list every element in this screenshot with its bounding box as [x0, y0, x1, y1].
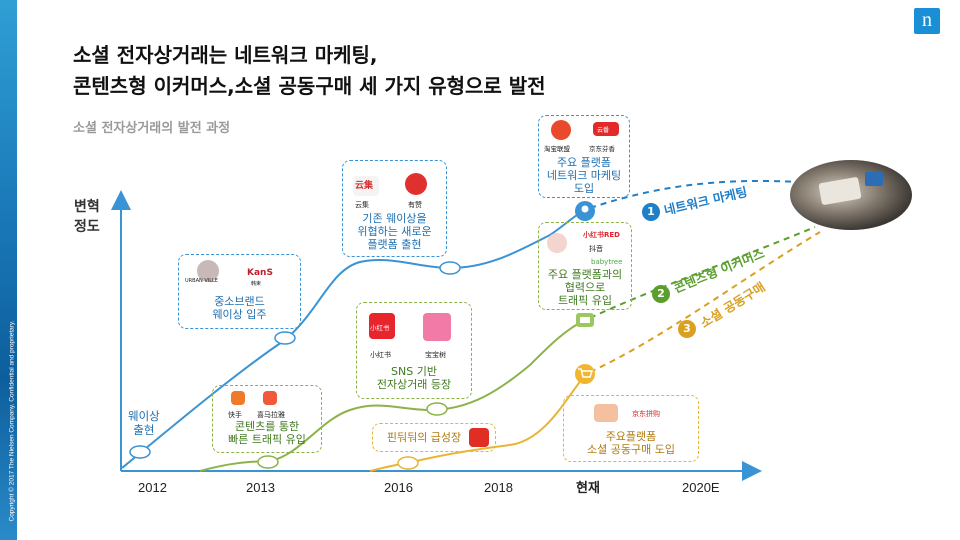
urbanville-logo-icon — [197, 260, 219, 282]
node-2016-green — [426, 402, 448, 416]
node-2016-blue — [439, 261, 461, 275]
box-content-traffic: 快手 喜马拉雅 콘텐츠를 통한 빠른 트래픽 유입 — [212, 385, 322, 453]
network-marketing-projection — [589, 179, 801, 209]
node-2013-green — [257, 455, 279, 469]
pinduoduo-logo-icon — [469, 428, 489, 447]
trend-1-badge: 1 — [642, 203, 660, 221]
left-accent-bar: Copyright © 2017 The Nielsen Company. Co… — [0, 0, 17, 540]
title-line-1: 소셜 전자상거래는 네트워크 마케팅, — [73, 43, 378, 67]
x-tick-2012: 2012 — [138, 480, 167, 495]
box-pinduoduo: 핀둬둬의 급성장 — [372, 423, 496, 452]
trend-2-badge: 2 — [652, 285, 670, 303]
babytree-logo-icon — [423, 313, 451, 341]
platform-logo-icon — [547, 233, 567, 253]
xiaohongshu-logo-icon — [369, 313, 395, 339]
yunji-logo-icon — [353, 176, 379, 196]
group-buy-projection — [589, 231, 821, 373]
x-tick-now: 현재 — [576, 481, 600, 496]
pinduoduo-small-logo-icon — [594, 404, 618, 422]
box-sns-commerce: 小红书 小红书 宝宝树 SNS 기반 전자상거래 등장 — [356, 302, 472, 399]
box-groupbuy-platform: 京东拼购 주요플랫폼 소셜 공동구매 도입 — [563, 395, 699, 462]
jd-fenxiang-logo-icon — [593, 122, 619, 136]
content-commerce-projection — [589, 226, 816, 319]
box-weishang-platform: 云集 云集 有赞 기존 웨이상을 위협하는 새로운 플랫폼 출현 — [342, 160, 447, 257]
node-2012 — [129, 445, 151, 459]
business-meeting-photo — [790, 160, 912, 230]
trend-3-badge: 3 — [678, 320, 696, 338]
box-content-platform: 小红书RED 抖音 babytree 주요 플랫폼과의 협력으로 트래픽 유입 — [538, 222, 632, 310]
cart-icon — [575, 364, 595, 384]
x-tick-2018: 2018 — [484, 480, 513, 495]
x-tick-2020e: 2020E — [682, 480, 720, 495]
nielsen-logo: n — [914, 8, 940, 34]
slide-title: 소셜 전자상거래는 네트워크 마케팅, 콘텐츠형 이커머스,소셜 공동구매 세 … — [73, 40, 546, 102]
node-2013-blue — [274, 331, 296, 345]
youzan-logo-icon — [405, 173, 427, 195]
node-2016-yellow — [397, 456, 419, 470]
start-label: 웨이상 출현 — [128, 409, 160, 437]
x-tick-2016: 2016 — [384, 480, 413, 495]
y-axis-label: 변혁 정도 — [74, 199, 100, 235]
x-tick-2013: 2013 — [246, 480, 275, 495]
slide-subtitle: 소셜 전자상거래의 발전 과정 — [73, 121, 231, 136]
box-network-platform: 云番 淘宝联盟 京东芬香 주요 플랫폼 네트워크 마케팅 도입 — [538, 115, 630, 198]
ximalaya-logo-icon — [263, 391, 277, 405]
title-line-2: 콘텐츠형 이커머스,소셜 공동구매 세 가지 유형으로 발전 — [73, 74, 546, 98]
kuaishou-logo-icon — [231, 391, 245, 405]
box-weishang-brands: URBAN VILLE KanS 韩束 중소브랜드 웨이상 입주 — [178, 254, 301, 329]
taobao-union-logo-icon — [551, 120, 571, 140]
